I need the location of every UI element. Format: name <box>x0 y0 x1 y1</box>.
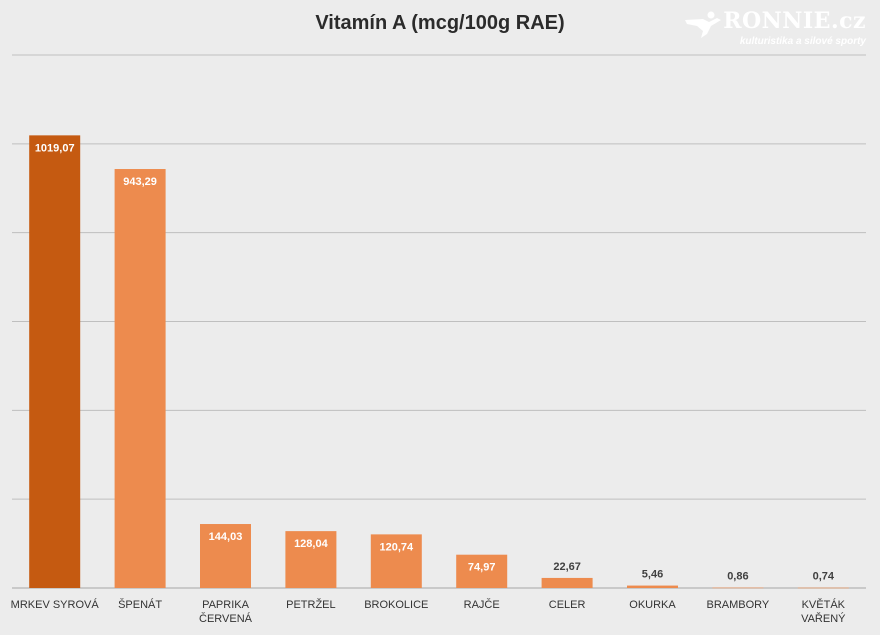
category-label-7: OKURKA <box>629 599 676 611</box>
data-label-6: 22,67 <box>553 561 581 573</box>
data-label-7: 5,46 <box>642 569 663 581</box>
category-label-9: KVĚTÁK VAŘENÝ <box>801 599 846 625</box>
watermark-brand: RONNIE.cz <box>723 8 866 34</box>
data-label-3: 128,04 <box>294 538 329 550</box>
category-label-4: BROKOLICE <box>364 599 429 611</box>
data-label-8: 0,86 <box>727 571 748 583</box>
athlete-logo-icon <box>685 11 721 38</box>
category-label-0: MRKEV SYROVÁ <box>10 599 99 611</box>
category-label-8: BRAMBORY <box>706 599 770 611</box>
watermark-tagline: kulturistika a silové sporty <box>739 36 866 47</box>
category-label-2: PAPRIKA ČERVENÁ <box>199 599 252 625</box>
bar-6 <box>541 577 593 588</box>
category-label-5: RAJČE <box>463 599 500 611</box>
data-label-2: 144,03 <box>209 531 243 543</box>
data-label-4: 120,74 <box>379 541 414 553</box>
bar-3 <box>285 531 337 588</box>
category-label-6: CELER <box>548 599 586 611</box>
category-label-3: PETRŽEL <box>286 599 336 611</box>
bar-2 <box>200 524 251 588</box>
data-label-0: 1019,07 <box>35 142 75 154</box>
bar-7 <box>627 585 678 588</box>
category-label-1: ŠPENÁT <box>118 599 163 611</box>
bar-9 <box>797 587 849 589</box>
bar-1 <box>114 169 166 588</box>
data-label-9: 0,74 <box>813 571 835 583</box>
data-label-1: 943,29 <box>123 176 157 188</box>
bar-8 <box>712 587 764 589</box>
data-label-5: 74,97 <box>468 562 496 574</box>
bar-4 <box>370 534 422 588</box>
chart-title: Vitamín A (mcg/100g RAE) <box>315 12 565 34</box>
bar-0 <box>29 135 81 588</box>
ronnie-watermark: RONNIE.cz kulturistika a silové sporty <box>681 8 866 50</box>
bar-5 <box>456 554 508 588</box>
